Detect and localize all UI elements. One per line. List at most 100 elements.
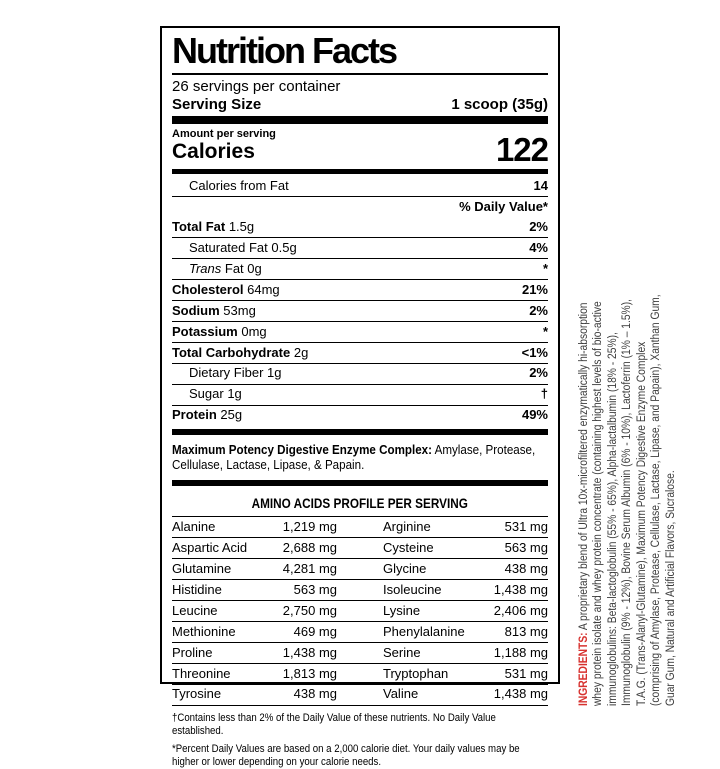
amino-acid-cell: Serine 1,188 mg — [383, 644, 548, 661]
amino-acid-cell: Valine 1,438 mg — [383, 686, 548, 702]
amino-acid-value: 1,438 mg — [493, 686, 548, 702]
amino-acid-cell: Threonine 1,813 mg — [172, 665, 337, 682]
amino-acid-value: 2,688 mg — [282, 539, 337, 555]
calories-block: Amount per serving Calories 122 — [172, 127, 549, 169]
footnote-percent: *Percent Daily Values are based on a 2,0… — [172, 742, 520, 768]
nutrient-amount: 1g — [227, 386, 242, 402]
thick-divider-bar — [172, 428, 548, 435]
amino-acid-cell: Proline 1,438 mg — [172, 644, 337, 661]
nutrient-amount: 2g — [293, 344, 309, 360]
amino-acid-row: Proline 1,438 mg Serine 1,188 mg — [172, 642, 548, 663]
amino-acid-value: 1,438 mg — [282, 644, 337, 660]
amino-acid-cell: Methionine 469 mg — [172, 623, 337, 640]
enzyme-complex-note: Maximum Potency Digestive Enzyme Complex… — [172, 438, 548, 478]
nutrient-daily-value: 2% — [529, 218, 548, 234]
amino-acid-cell: Tryptophan 531 mg — [383, 665, 548, 682]
amino-acid-name: Cysteine — [383, 539, 434, 555]
amino-acid-cell: Arginine 531 mg — [383, 518, 548, 535]
thick-divider-bar — [172, 116, 548, 125]
amino-acid-value: 1,219 mg — [282, 518, 337, 534]
nutrient-amount: 1.5g — [228, 218, 255, 234]
nutrient-daily-value: † — [540, 386, 548, 402]
nutrient-row: Sodium 53mg 2% — [172, 300, 548, 321]
amino-acid-name: Methionine — [172, 623, 236, 639]
ingredients-label: INGREDIENTS: — [578, 632, 590, 706]
calories-from-fat-label: Calories from Fat — [189, 178, 289, 194]
amino-acid-value: 2,750 mg — [282, 602, 337, 618]
page-canvas: Nutrition Facts 26 servings per containe… — [160, 26, 707, 768]
nutrient-name: Sodium 53mg — [172, 302, 256, 318]
nutrient-daily-value: 49% — [521, 407, 548, 423]
footnote-dagger: †Contains less than 2% of the Daily Valu… — [172, 711, 496, 737]
title-divider — [172, 72, 548, 75]
amino-acid-name: Valine — [383, 686, 419, 702]
nutrient-amount: 1g — [267, 365, 282, 381]
nutrient-row: Total Fat 1.5g 2% — [172, 217, 548, 237]
amino-acid-name: Tyrosine — [172, 686, 222, 702]
amino-acid-name: Alanine — [172, 518, 216, 534]
amino-acid-name: Isoleucine — [383, 581, 442, 597]
amino-acid-cell: Isoleucine 1,438 mg — [383, 581, 548, 598]
amino-acid-row: Histidine 563 mg Isoleucine 1,438 mg — [172, 579, 548, 600]
nutrient-amount: 64mg — [247, 281, 280, 297]
amino-acid-name: Aspartic Acid — [172, 539, 248, 555]
amino-acid-value: 563 mg — [293, 581, 337, 597]
amino-acid-name: Lysine — [383, 602, 421, 618]
amino-acid-cell: Tyrosine 438 mg — [172, 686, 337, 702]
amino-acid-value: 563 mg — [504, 539, 548, 555]
servings-per-container: 26 servings per container — [172, 77, 341, 95]
amino-acid-cell: Alanine 1,219 mg — [172, 518, 337, 535]
nutrient-name: Total Fat 1.5g — [172, 218, 255, 234]
amino-acid-cell: Phenylalanine 813 mg — [383, 623, 548, 640]
calories-label: Calories — [172, 140, 255, 164]
nutrient-amount: 53mg — [223, 302, 256, 318]
amino-acid-value: 438 mg — [293, 686, 337, 702]
nutrient-row: Cholesterol 64mg 21% — [172, 279, 548, 300]
nutrient-row: Potassium 0mg * — [172, 321, 548, 342]
serving-size-row: Serving Size 1 scoop (35g) — [172, 96, 548, 113]
amino-acid-name: Glycine — [383, 560, 427, 576]
amino-acid-name: Arginine — [383, 518, 431, 534]
amino-acid-cell: Leucine 2,750 mg — [172, 602, 337, 619]
amino-acid-name: Glutamine — [172, 560, 232, 576]
daily-value-header-row: % Daily Value* — [172, 196, 548, 217]
amino-acid-value: 813 mg — [504, 623, 548, 639]
nutrient-rows: Total Fat 1.5g 2% Saturated Fat 0.5g 4% Tran… — [172, 217, 548, 425]
amino-acids-heading-text: AMINO ACIDS PROFILE PER SERVING — [251, 495, 469, 512]
amount-per-serving-label: Amount per serving — [172, 128, 276, 141]
daily-value-header: % Daily Value* — [459, 198, 548, 214]
nutrient-daily-value: <1% — [521, 344, 548, 360]
ingredients-text: A proprietary blend of Ultra 10x-microfi… — [578, 294, 677, 706]
amino-acid-value: 1,438 mg — [493, 581, 548, 597]
nutrient-name: Saturated Fat 0.5g — [189, 239, 297, 255]
amino-acid-value: 531 mg — [504, 665, 548, 681]
amino-acid-value: 531 mg — [504, 518, 548, 534]
amino-acid-name: Leucine — [172, 602, 218, 618]
nutrient-row: Saturated Fat 0.5g 4% — [172, 237, 548, 258]
amino-acid-value: 1,188 mg — [493, 644, 548, 660]
nutrient-daily-value: 2% — [529, 365, 548, 381]
nutrient-row: Sugar 1g † — [172, 383, 548, 405]
serving-size-value: 1 scoop (35g) — [451, 96, 548, 114]
nutrient-row: Total Carbohydrate 2g <1% — [172, 342, 548, 363]
nutrient-name: Cholesterol 64mg — [172, 281, 280, 297]
amino-acid-value: 2,406 mg — [493, 602, 548, 618]
label-title: Nutrition Facts — [172, 30, 398, 71]
amino-acid-value: 4,281 mg — [282, 560, 337, 576]
nutrient-row: Protein 25g 49% — [172, 404, 548, 426]
calories-value: 122 — [495, 131, 549, 169]
footnotes: †Contains less than 2% of the Daily Valu… — [172, 712, 548, 769]
serving-size-label: Serving Size — [172, 96, 262, 114]
amino-acid-row: Tyrosine 438 mg Valine 1,438 mg — [172, 683, 548, 706]
amino-acid-cell: Glutamine 4,281 mg — [172, 560, 337, 577]
nutrient-name: Dietary Fiber 1g — [189, 365, 282, 381]
nutrient-daily-value: 21% — [521, 281, 548, 297]
amino-acid-name: Phenylalanine — [383, 623, 465, 639]
amino-acid-value: 469 mg — [293, 623, 337, 639]
amino-acid-name: Threonine — [172, 665, 231, 681]
thick-divider-bar — [172, 480, 548, 487]
ingredients-statement: INGREDIENTS: A proprietary blend of Ultr… — [577, 286, 707, 706]
nutrient-row: Trans Fat 0g * — [172, 258, 548, 279]
amino-acid-value: 1,813 mg — [282, 665, 337, 681]
nutrient-daily-value: * — [542, 260, 548, 276]
